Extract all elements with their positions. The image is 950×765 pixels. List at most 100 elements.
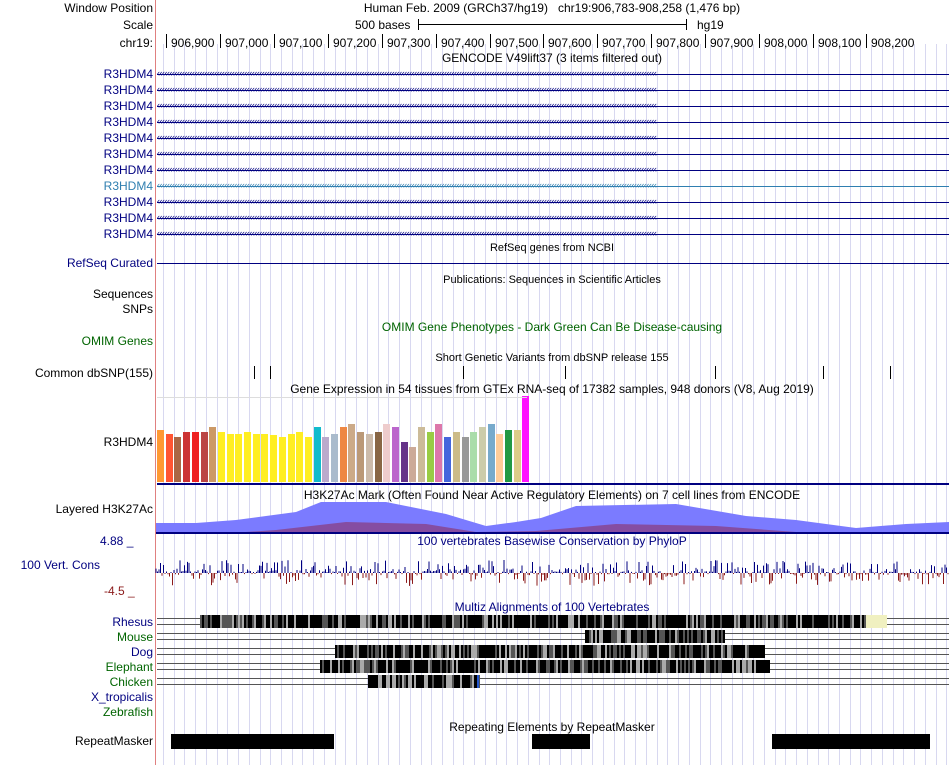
alignment-block[interactable] bbox=[582, 615, 584, 628]
alignment-block[interactable] bbox=[680, 615, 682, 628]
gtex-tissue-bar[interactable] bbox=[505, 430, 512, 482]
alignment-block[interactable] bbox=[776, 615, 778, 628]
alignment-block[interactable] bbox=[372, 675, 374, 688]
alignment-block[interactable] bbox=[367, 645, 369, 658]
alignment-block[interactable] bbox=[495, 645, 497, 658]
alignment-block[interactable] bbox=[398, 660, 400, 673]
alignment-block[interactable] bbox=[850, 615, 852, 628]
gtex-tissue-bar[interactable] bbox=[235, 434, 243, 482]
alignment-block[interactable] bbox=[662, 615, 664, 628]
alignment-block[interactable] bbox=[743, 645, 745, 658]
alignment-block[interactable] bbox=[382, 615, 384, 628]
alignment-block[interactable] bbox=[758, 660, 760, 673]
gtex-tissue-bar[interactable] bbox=[496, 434, 504, 482]
alignment-block[interactable] bbox=[436, 675, 438, 688]
alignment-block[interactable] bbox=[744, 660, 746, 673]
alignment-block[interactable] bbox=[531, 645, 533, 658]
alignment-block[interactable] bbox=[683, 630, 685, 643]
alignment-block[interactable] bbox=[373, 645, 375, 658]
alignment-block[interactable] bbox=[664, 660, 666, 673]
alignment-block[interactable] bbox=[671, 630, 673, 643]
alignment-block[interactable] bbox=[482, 660, 484, 673]
alignment-block[interactable] bbox=[660, 615, 662, 628]
alignment-block[interactable] bbox=[692, 660, 694, 673]
alignment-block[interactable] bbox=[473, 645, 475, 658]
alignment-block[interactable] bbox=[410, 660, 412, 673]
alignment-block[interactable] bbox=[508, 660, 510, 673]
alignment-block[interactable] bbox=[634, 615, 636, 628]
alignment-block[interactable] bbox=[574, 660, 576, 673]
alignment-block[interactable] bbox=[499, 645, 501, 658]
alignment-block[interactable] bbox=[822, 615, 824, 628]
alignment-block[interactable] bbox=[326, 660, 328, 673]
alignment-block[interactable] bbox=[342, 615, 344, 628]
alignment-block[interactable] bbox=[448, 615, 450, 628]
alignment-block[interactable] bbox=[536, 660, 538, 673]
alignment-block[interactable] bbox=[862, 615, 864, 628]
alignment-block[interactable] bbox=[716, 660, 718, 673]
alignment-block[interactable] bbox=[348, 615, 350, 628]
alignment-block[interactable] bbox=[720, 615, 722, 628]
alignment-block[interactable] bbox=[552, 660, 554, 673]
alignment-block[interactable] bbox=[669, 630, 671, 643]
alignment-block[interactable] bbox=[374, 675, 376, 688]
alignment-block[interactable] bbox=[540, 660, 542, 673]
alignment-block[interactable] bbox=[466, 675, 468, 688]
alignment-block[interactable] bbox=[724, 615, 726, 628]
alignment-block[interactable] bbox=[522, 615, 524, 628]
gtex-tissue-bar[interactable] bbox=[374, 432, 382, 482]
alignment-block[interactable] bbox=[369, 645, 371, 658]
alignment-block[interactable] bbox=[523, 645, 525, 658]
alignment-block[interactable] bbox=[411, 645, 413, 658]
alignment-block[interactable] bbox=[709, 630, 711, 643]
alignment-block[interactable] bbox=[477, 645, 479, 658]
gtex-tissue-bar[interactable] bbox=[339, 427, 347, 482]
alignment-block[interactable] bbox=[421, 645, 423, 658]
alignment-block[interactable] bbox=[664, 615, 666, 628]
alignment-block[interactable] bbox=[638, 615, 640, 628]
alignment-block[interactable] bbox=[387, 645, 389, 658]
alignment-block[interactable] bbox=[702, 660, 704, 673]
alignment-block[interactable] bbox=[840, 615, 842, 628]
gencode-transcript[interactable] bbox=[157, 74, 949, 75]
alignment-block[interactable] bbox=[570, 615, 572, 628]
alignment-block[interactable] bbox=[400, 660, 402, 673]
alignment-block[interactable] bbox=[690, 615, 692, 628]
alignment-block[interactable] bbox=[486, 615, 488, 628]
gtex-tissue-bar[interactable] bbox=[365, 434, 373, 482]
alignment-insertion[interactable] bbox=[866, 615, 887, 628]
alignment-block[interactable] bbox=[492, 660, 494, 673]
alignment-block[interactable] bbox=[246, 615, 248, 628]
alignment-block[interactable] bbox=[548, 660, 550, 673]
alignment-block[interactable] bbox=[705, 630, 707, 643]
alignment-block[interactable] bbox=[676, 615, 678, 628]
alignment-block[interactable] bbox=[602, 660, 604, 673]
alignment-block[interactable] bbox=[608, 660, 610, 673]
alignment-block[interactable] bbox=[726, 660, 728, 673]
alignment-block[interactable] bbox=[591, 630, 593, 643]
alignment-block[interactable] bbox=[712, 615, 714, 628]
alignment-block[interactable] bbox=[663, 630, 665, 643]
alignment-block[interactable] bbox=[420, 660, 422, 673]
alignment-block[interactable] bbox=[764, 660, 766, 673]
alignment-block[interactable] bbox=[669, 645, 671, 658]
alignment-block[interactable] bbox=[288, 615, 290, 628]
alignment-block[interactable] bbox=[452, 675, 454, 688]
alignment-block[interactable] bbox=[860, 615, 862, 628]
alignment-block[interactable] bbox=[611, 630, 613, 643]
alignment-block[interactable] bbox=[444, 675, 446, 688]
gtex-tissue-bar[interactable] bbox=[209, 427, 217, 482]
alignment-block[interactable] bbox=[593, 630, 595, 643]
alignment-block[interactable] bbox=[798, 615, 800, 628]
alignment-block[interactable] bbox=[304, 615, 306, 628]
alignment-block[interactable] bbox=[628, 660, 630, 673]
alignment-block[interactable] bbox=[392, 615, 394, 628]
alignment-block[interactable] bbox=[534, 615, 536, 628]
alignment-block[interactable] bbox=[222, 615, 224, 628]
alignment-block[interactable] bbox=[437, 645, 439, 658]
alignment-block[interactable] bbox=[336, 660, 338, 673]
alignment-block[interactable] bbox=[392, 675, 394, 688]
alignment-block[interactable] bbox=[535, 645, 537, 658]
alignment-block[interactable] bbox=[639, 645, 641, 658]
alignment-block[interactable] bbox=[728, 660, 730, 673]
